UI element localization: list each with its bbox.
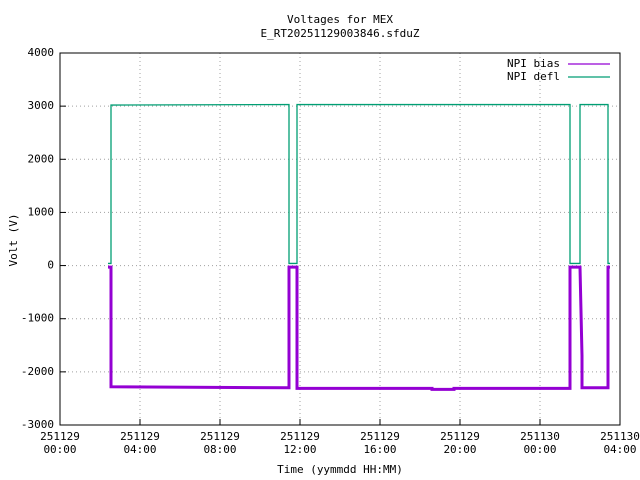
x-tick-label: 251129 16:00: [360, 430, 400, 456]
series-line: [108, 103, 610, 265]
y-tick-label: -2000: [21, 365, 54, 378]
x-axis-label: Time (yymmdd HH:MM): [277, 463, 403, 476]
y-tick-label: 1000: [28, 205, 55, 218]
x-tick-label: 251130 04:00: [600, 430, 640, 456]
x-tick-label: 251129 00:00: [40, 430, 80, 456]
x-tick-label: 251129 08:00: [200, 430, 240, 456]
x-tick-label: 251129 20:00: [440, 430, 480, 456]
y-tick-label: 3000: [28, 99, 55, 112]
x-tick-label: 251129 12:00: [280, 430, 320, 456]
y-tick-label: 4000: [28, 46, 55, 59]
y-tick-label: 0: [47, 259, 54, 272]
y-tick-label: -1000: [21, 312, 54, 325]
x-tick-label: 251129 04:00: [120, 430, 160, 456]
chart-subtitle: E_RT20251129003846.sfduZ: [261, 27, 420, 40]
chart-title: Voltages for MEX: [287, 13, 393, 26]
plot-border: [59, 52, 621, 426]
y-tick-label: 2000: [28, 152, 55, 165]
series-line: [108, 265, 610, 391]
y-axis-label: Volt (V): [7, 214, 20, 267]
legend-label: NPI bias: [507, 57, 560, 70]
y-tick-label: -3000: [21, 418, 54, 431]
x-tick-label: 251130 00:00: [520, 430, 560, 456]
legend-label: NPI defl: [507, 70, 560, 83]
